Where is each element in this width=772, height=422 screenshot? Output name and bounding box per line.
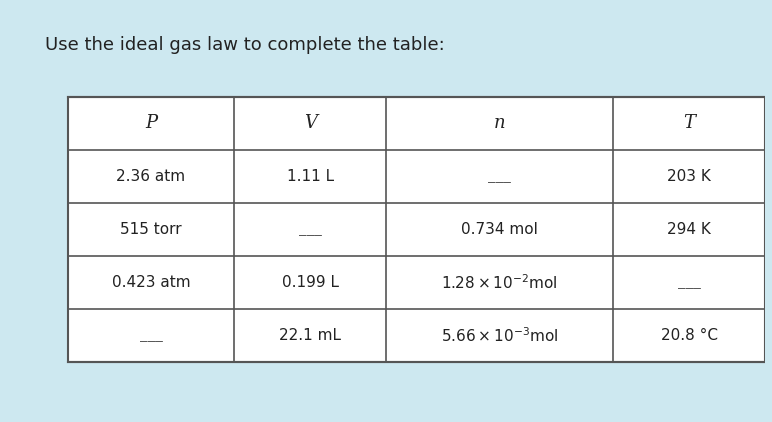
Text: ___: ___ bbox=[488, 169, 511, 183]
FancyBboxPatch shape bbox=[68, 97, 765, 362]
Text: 0.423 atm: 0.423 atm bbox=[112, 275, 191, 290]
Text: 22.1 mL: 22.1 mL bbox=[279, 328, 341, 343]
Text: V: V bbox=[303, 114, 317, 132]
Text: 294 K: 294 K bbox=[667, 222, 711, 237]
Text: ___: ___ bbox=[299, 222, 322, 236]
Text: $1.28\times10^{-2}$mol: $1.28\times10^{-2}$mol bbox=[442, 273, 558, 292]
Text: 20.8 °C: 20.8 °C bbox=[661, 328, 718, 343]
Text: ___: ___ bbox=[678, 276, 701, 289]
Text: ___: ___ bbox=[140, 328, 162, 343]
Text: 1.11 L: 1.11 L bbox=[286, 169, 334, 184]
Text: 203 K: 203 K bbox=[667, 169, 711, 184]
Text: 515 torr: 515 torr bbox=[120, 222, 181, 237]
Text: n: n bbox=[494, 114, 506, 132]
Text: P: P bbox=[145, 114, 157, 132]
Text: 0.734 mol: 0.734 mol bbox=[462, 222, 538, 237]
Text: 2.36 atm: 2.36 atm bbox=[117, 169, 185, 184]
Text: T: T bbox=[683, 114, 696, 132]
Text: Use the ideal gas law to complete the table:: Use the ideal gas law to complete the ta… bbox=[45, 35, 445, 54]
Text: 0.199 L: 0.199 L bbox=[282, 275, 339, 290]
Text: $5.66\times10^{-3}$mol: $5.66\times10^{-3}$mol bbox=[441, 326, 558, 345]
